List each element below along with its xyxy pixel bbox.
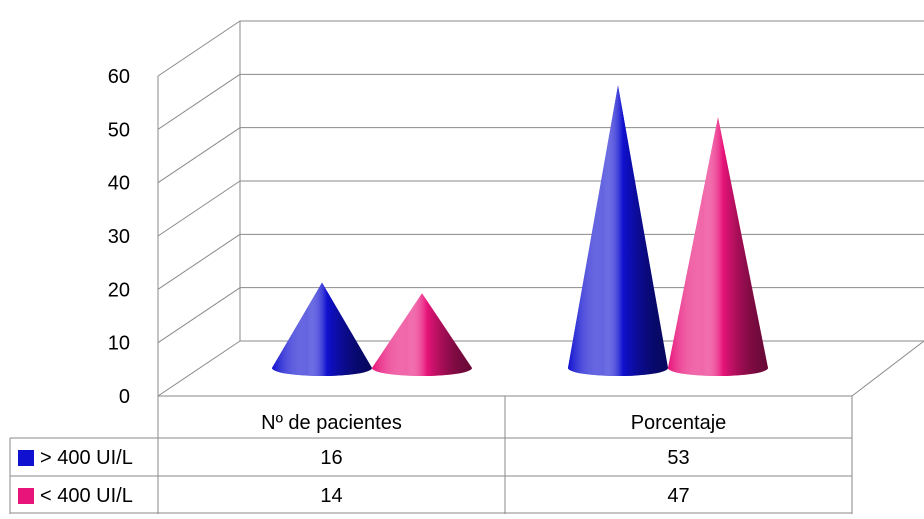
y-axis: 0 10 20 30 40 50 60 (108, 66, 130, 408)
y-tick-label: 60 (108, 66, 130, 88)
cone (568, 85, 668, 376)
legend-swatch (18, 488, 34, 504)
legend-swatch (18, 450, 34, 466)
y-tick-label: 40 (108, 173, 130, 195)
y-tick-label: 10 (108, 333, 130, 355)
gridline-depth (157, 340, 241, 397)
y-tick-label: 50 (108, 119, 130, 141)
legend-label: > 400 UI/L (40, 447, 133, 469)
cone (272, 282, 372, 376)
table-cell-value: 47 (667, 485, 689, 507)
y-tick-label: 0 (119, 386, 130, 408)
cone (372, 293, 472, 376)
chart-walls (157, 21, 924, 397)
gridline-depth (157, 233, 241, 290)
cone-shading (272, 282, 372, 376)
gridlines (157, 20, 924, 397)
floor-right-edge (851, 340, 924, 397)
table-header: Nº de pacientes (261, 412, 402, 434)
table-cell-value: 53 (667, 447, 689, 469)
y-tick-label: 30 (108, 226, 130, 248)
table-cell-value: 16 (320, 447, 342, 469)
y-tick-label: 20 (108, 279, 130, 301)
legend-label: < 400 UI/L (40, 485, 133, 507)
data-table: Nº de pacientes Porcentaje > 400 UI/L 16 53 <… (9, 396, 853, 514)
cone-shading (568, 85, 668, 376)
gridline-depth (157, 287, 241, 344)
gridline-depth (157, 180, 241, 237)
table-header: Porcentaje (631, 412, 727, 434)
gridline-depth (157, 127, 241, 184)
table-cell-value: 14 (320, 485, 342, 507)
cone-shading (668, 117, 768, 376)
cones (272, 85, 768, 376)
gridline-depth (157, 73, 241, 130)
cone-shading (372, 293, 472, 376)
cone (668, 117, 768, 376)
gridline-depth (157, 20, 241, 77)
